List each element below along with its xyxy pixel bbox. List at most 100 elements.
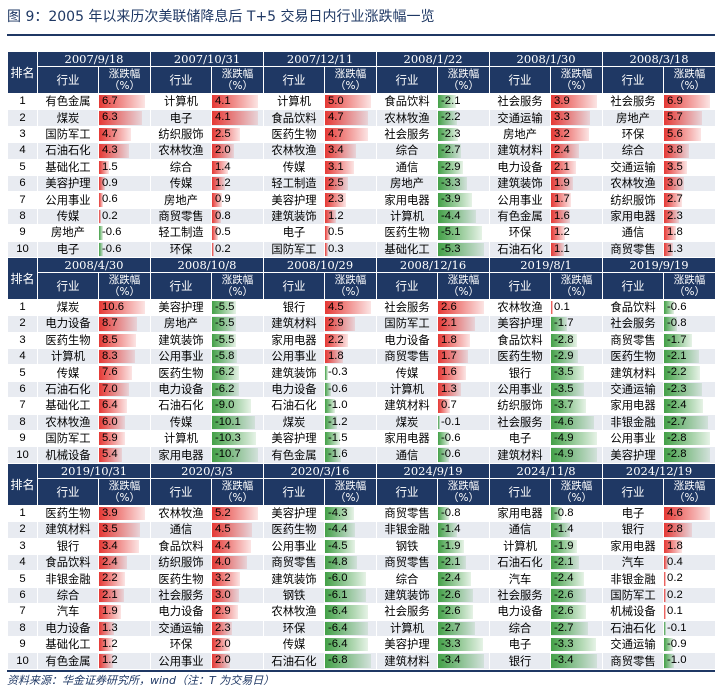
change-cell: 0.2: [210, 240, 265, 258]
change-cell: -2.3: [663, 380, 717, 399]
change-bar: [438, 242, 485, 256]
change-bar: [551, 448, 598, 462]
change-value: 1.3: [667, 242, 683, 255]
change-cell: -0.3: [324, 364, 378, 382]
industry-cell: 公用事业: [150, 652, 212, 670]
change-bar: [99, 226, 104, 240]
change-bar: [551, 555, 580, 570]
change-value: -0.9: [667, 637, 687, 650]
change-cell: 2.6: [437, 298, 491, 317]
industry-cell: 综合: [602, 142, 665, 160]
change-value: 1.4: [215, 160, 231, 173]
change-value: 3.2: [554, 127, 570, 140]
change-cell: 4.0: [210, 553, 265, 572]
change-bar: [664, 193, 683, 207]
change-bar: [438, 226, 483, 240]
change-cell: -9.0: [210, 397, 265, 415]
change-bar: [325, 193, 347, 207]
change-value: 2.0: [215, 654, 231, 667]
change-bar: [212, 366, 239, 380]
industry-cell: 通信: [489, 521, 552, 539]
rank-cell: 10: [7, 652, 38, 670]
change-value: 1.6: [441, 366, 457, 379]
industry-cell: 农林牧渔: [489, 298, 552, 317]
change-value: -6.4: [328, 605, 348, 618]
change-cell: -3.3: [437, 174, 491, 193]
change-value: -5.8: [215, 350, 235, 363]
industry-cell: 美容护理: [602, 446, 665, 464]
change-value: -5.1: [441, 226, 461, 239]
change-bar: [664, 176, 685, 191]
change-value: -0.1: [667, 621, 687, 634]
change-header: 涨跌幅（%）: [550, 477, 604, 506]
change-bar: [212, 506, 258, 521]
industry-cell: 社会服务: [602, 315, 665, 333]
change-cell: 0.9: [210, 191, 265, 209]
change-cell: 4.7: [98, 125, 151, 144]
change-value: 1.7: [441, 350, 457, 363]
change-cell: 1.6: [550, 207, 604, 226]
table-row: 9 国防军工 5.9 计算机 -10.3 美容护理 -1.5 家用电器 -0.6 电子 -4.9 公用…: [7, 430, 717, 448]
change-value: 2.4: [102, 555, 118, 568]
event-date-header: 2008/10/29: [263, 256, 378, 273]
industry-header: 行业: [37, 271, 99, 300]
change-bar: [551, 333, 578, 348]
change-bar: [551, 539, 577, 553]
change-bar: [551, 350, 579, 364]
change-bar: [99, 317, 137, 331]
change-cell: 2.8: [663, 521, 717, 539]
change-bar: [325, 654, 372, 668]
change-value: -0.6: [102, 226, 122, 239]
industry-cell: 农林牧渔: [150, 142, 212, 160]
change-bar: [325, 144, 357, 158]
change-bar: [325, 111, 369, 125]
change-bar: [212, 637, 230, 652]
industry-header: 行业: [263, 477, 326, 506]
change-bar: [664, 300, 674, 315]
change-cell: 1.2: [550, 224, 604, 242]
change-bar: [212, 523, 252, 537]
change-value: 3.3: [554, 111, 570, 124]
industry-cell: 电力设备: [489, 158, 552, 176]
change-bar: [212, 572, 241, 586]
change-value: 6.9: [667, 95, 683, 107]
change-value: -2.9: [554, 350, 574, 363]
industry-cell: 综合: [150, 158, 212, 176]
change-bar: [438, 555, 467, 570]
industry-cell: 医药生物: [37, 331, 99, 350]
change-cell: -0.6: [663, 298, 717, 317]
industry-cell: 公用事业: [263, 348, 326, 366]
change-bar: [438, 193, 472, 207]
change-value: -2.4: [441, 572, 461, 585]
change-bar: [664, 654, 675, 668]
change-value: -2.4: [554, 572, 574, 585]
industry-cell: 农林牧渔: [263, 142, 326, 160]
change-value: 1.8: [328, 350, 344, 363]
change-cell: 10.6: [98, 298, 151, 317]
industry-cell: 建筑材料: [37, 521, 99, 539]
industry-cell: 交通运输: [489, 109, 552, 127]
industry-cell: 环保: [602, 125, 665, 144]
industry-cell: 商贸零售: [263, 553, 326, 572]
change-bar: [325, 300, 372, 315]
change-value: -2.6: [554, 588, 574, 601]
change-value: 0.2: [667, 572, 683, 585]
event-date-header: 2007/12/11: [263, 51, 378, 67]
change-cell: 0.5: [324, 224, 378, 242]
change-value: -3.3: [554, 637, 574, 650]
industry-header: 行业: [602, 66, 665, 94]
change-value: -2.1: [554, 555, 574, 568]
change-cell: -2.3: [437, 125, 491, 144]
change-value: -1.7: [667, 333, 687, 346]
change-bar: [551, 382, 584, 397]
industry-cell: 环保: [150, 240, 212, 258]
change-bar: [212, 333, 236, 348]
change-cell: 0.5: [210, 224, 265, 242]
change-cell: 2.2: [98, 570, 151, 588]
change-bar: [325, 523, 355, 537]
change-value: -1.9: [441, 539, 461, 552]
change-value: 2.8: [667, 523, 683, 536]
change-bar: [212, 539, 251, 553]
change-value: -2.2: [667, 366, 687, 379]
industry-cell: 电力设备: [489, 603, 552, 621]
